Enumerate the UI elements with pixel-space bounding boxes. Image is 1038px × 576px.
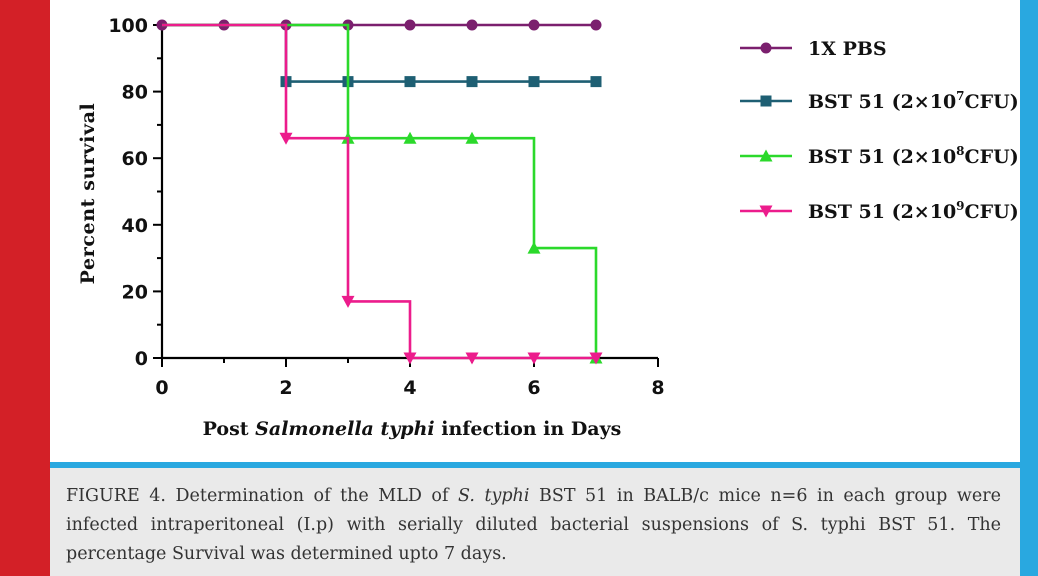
y-tick-label: 20: [122, 281, 148, 303]
legend-label-unit: CFU): [965, 91, 1019, 113]
data-point: [403, 131, 417, 144]
x-axis-title-part: infection in Days: [435, 418, 622, 440]
data-point: [466, 76, 478, 88]
legend-label-main: BST 51 (2×10: [808, 201, 956, 223]
data-point: [404, 19, 416, 31]
legend-label-exponent: 7: [956, 89, 964, 103]
legend-label-main: 1X PBS: [808, 38, 887, 60]
legend-marker: [760, 42, 772, 54]
left-accent-bar: [0, 0, 50, 576]
data-point: [589, 352, 603, 365]
data-point: [466, 19, 478, 31]
caption-rest: BST 51 in BALB/c mice n=6 in each group …: [66, 486, 1001, 564]
data-point: [590, 19, 602, 31]
series-line: [162, 23, 596, 360]
data-point: [528, 76, 540, 88]
legend-label: 1X PBS: [808, 38, 887, 60]
caption-box: FIGURE 4. Determination of the MLD of S.…: [50, 468, 1020, 576]
data-point: [527, 352, 541, 365]
y-tick-label: 40: [122, 215, 148, 237]
legend-marker: [759, 205, 773, 218]
legend-label-main: BST 51 (2×10: [808, 91, 956, 113]
data-point: [341, 295, 355, 308]
chart-panel: 0 2 4 6 8 0 20 40 60 80 100 Percent survival Post Sa…: [50, 0, 1020, 462]
legend-label-main: BST 51 (2×10: [808, 146, 956, 168]
caption-organism: S. typhi: [457, 486, 530, 506]
legend-label: BST 51 (2×109CFU): [808, 199, 1019, 223]
series-3: [162, 23, 603, 365]
legend-entry-1: BST 51 (2×107CFU): [740, 89, 1019, 113]
y-tick-label: 0: [135, 348, 148, 370]
x-axis-title-italic: Salmonella typhi: [255, 418, 434, 440]
y-tick-label: 80: [122, 82, 148, 104]
data-point: [528, 19, 540, 31]
x-tick-label: 8: [651, 377, 664, 399]
series-line: [162, 23, 596, 83]
legend-entry-0: 1X PBS: [740, 38, 887, 60]
data-point: [279, 132, 293, 145]
figure-frame: 0 2 4 6 8 0 20 40 60 80 100 Percent survival Post Sa…: [50, 0, 1038, 576]
legend-label: BST 51 (2×108CFU): [808, 144, 1019, 168]
legend-marker: [759, 149, 773, 162]
legend-label-exponent: 9: [956, 199, 964, 213]
x-tick-label: 6: [527, 377, 540, 399]
y-tick-label: 60: [122, 148, 148, 170]
y-axis-title: Percent survival: [77, 103, 99, 285]
data-point: [403, 352, 417, 365]
series-2: [162, 23, 603, 364]
figure-caption: FIGURE 4. Determination of the MLD of S.…: [66, 482, 1001, 569]
legend-label: BST 51 (2×107CFU): [808, 89, 1019, 113]
data-point: [590, 76, 602, 88]
series-line: [162, 23, 598, 358]
legend-entry-2: BST 51 (2×108CFU): [740, 144, 1019, 168]
x-axis-title: Post Salmonella typhi infection in Days: [203, 418, 622, 440]
caption-lead: FIGURE 4. Determination of the MLD of: [66, 486, 458, 506]
legend-entry-3: BST 51 (2×109CFU): [740, 199, 1019, 223]
data-point: [465, 352, 479, 365]
x-axis-title-part: Post: [203, 418, 256, 440]
x-tick-label: 4: [403, 377, 416, 399]
series-1: [162, 23, 602, 88]
legend-label-unit: CFU): [965, 146, 1019, 168]
legend-label-unit: CFU): [965, 201, 1019, 223]
data-point: [404, 76, 416, 88]
legend-marker: [760, 95, 772, 107]
data-point: [527, 241, 541, 254]
legend-label-exponent: 8: [956, 144, 964, 158]
data-point: [465, 131, 479, 144]
x-tick-label: 2: [279, 377, 292, 399]
y-tick-label: 100: [108, 15, 148, 37]
x-tick-label: 0: [155, 377, 168, 399]
